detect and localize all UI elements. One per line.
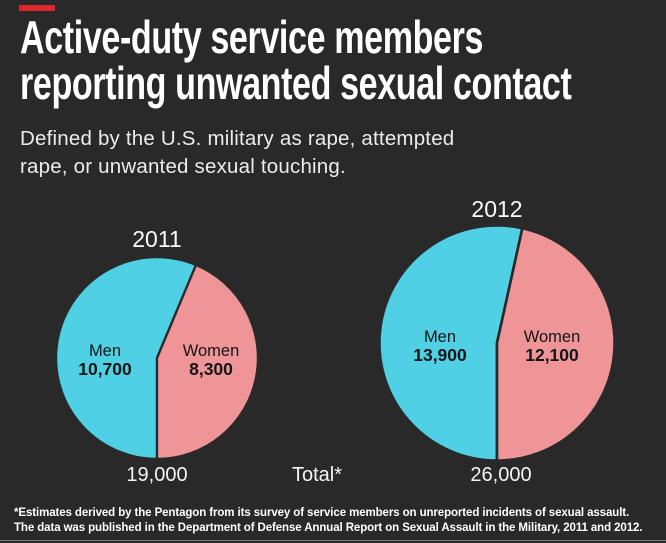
pie-2011-men-label: Men 10,700 <box>57 342 153 379</box>
pie-slice-2012-women <box>495 226 616 462</box>
pie-2012-men-value: 13,900 <box>413 345 467 365</box>
pie-2012-men-name: Men <box>423 328 457 346</box>
pie-2011-women-name: Women <box>182 342 240 360</box>
pie-chart-2011 <box>54 255 260 461</box>
pie-2011-women-value: 8,300 <box>189 359 233 379</box>
pie-2012-men-label: Men 13,900 <box>392 328 488 365</box>
pie-2012-women-label: Women 12,100 <box>504 328 600 365</box>
pie-2011-total: 19,000 <box>126 464 188 486</box>
total-caption: Total* <box>291 464 343 486</box>
bottom-divider <box>0 540 666 541</box>
accent-dash <box>19 5 55 11</box>
footnote-line-1: *Estimates derived by the Pentagon from … <box>14 507 630 519</box>
page-title: Active-duty service members reporting un… <box>20 11 666 109</box>
pie-chart-2012 <box>377 223 617 463</box>
pie-slice-2011-men <box>54 255 198 461</box>
pie-2012-total: 26,000 <box>470 464 532 486</box>
pie-slice-2011-women <box>155 263 259 461</box>
subtitle: Defined by the U.S. military as rape, at… <box>20 125 454 180</box>
page-title-line-1: Active-duty service members <box>20 11 484 63</box>
pie-2011-men-name: Men <box>88 342 122 360</box>
subtitle-line-2: rape, or unwanted sexual touching. <box>20 154 346 178</box>
pie-2012-year-label: 2012 <box>471 196 523 222</box>
pie-2011-men-value: 10,700 <box>78 359 132 379</box>
subtitle-line-1: Defined by the U.S. military as rape, at… <box>20 127 455 150</box>
page-title-line-2: reporting unwanted sexual contact <box>20 57 572 109</box>
footnote: *Estimates derived by the Pentagon from … <box>14 506 659 535</box>
pie-2011-women-label: Women 8,300 <box>163 342 259 379</box>
pie-2012-women-value: 12,100 <box>525 345 579 365</box>
pie-2012-women-name: Women <box>523 328 581 346</box>
footnote-line-2: The data was published in the Department… <box>14 521 643 534</box>
pie-2011-year-label: 2011 <box>132 226 182 252</box>
pie-slice-2012-men <box>378 224 524 462</box>
